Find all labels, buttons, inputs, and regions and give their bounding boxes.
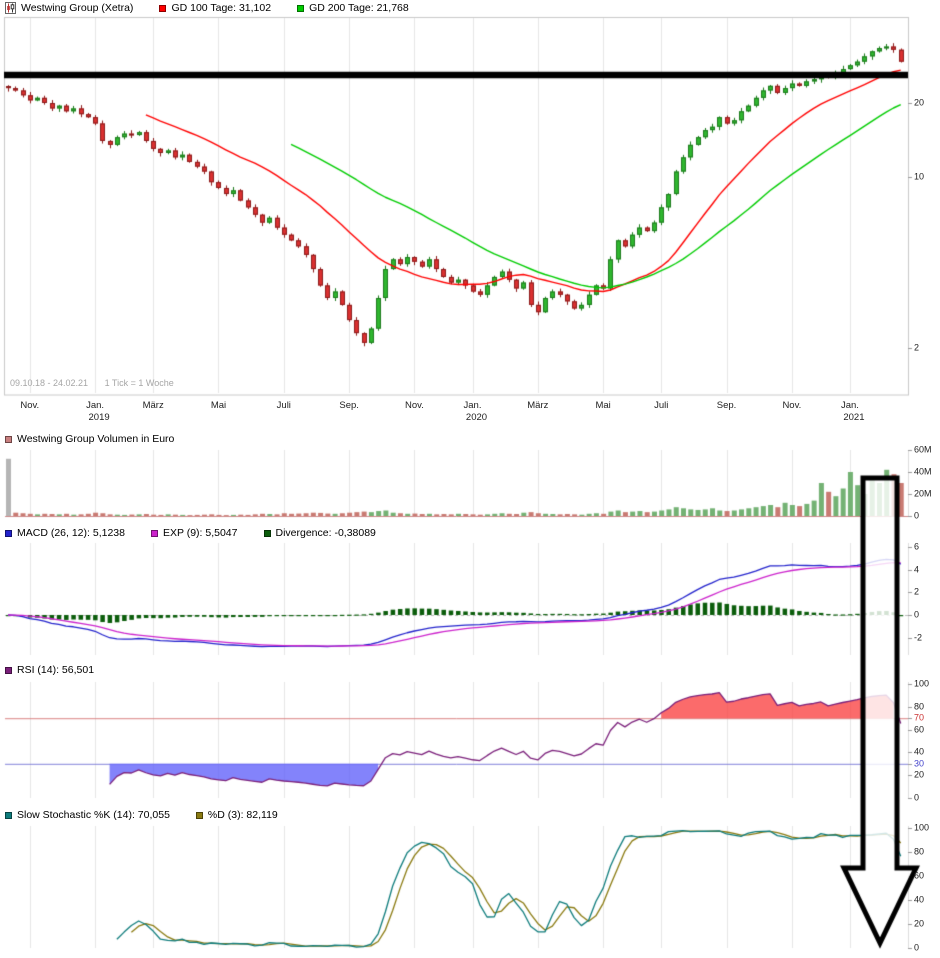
legend-item-gd200: GD 200 Tage: 21,768 (297, 2, 409, 14)
y-tick-label: 60M (914, 444, 932, 455)
macd-label: MACD (26, 12): 5,1238 (17, 527, 125, 539)
y-tick-label: 2 (914, 342, 920, 353)
volume-swatch (5, 435, 12, 443)
legend-item-stoch-d: %D (3): 82,119 (195, 809, 278, 821)
stoch-d-label: %D (3): 82,119 (207, 809, 278, 821)
rsi-label: RSI (14): 56,501 (17, 664, 95, 676)
divergence-swatch (263, 529, 271, 537)
x-tick-label: Juli (654, 400, 669, 411)
volume-label: Westwing Group Volumen in Euro (17, 433, 175, 445)
y-tick-label: 60 (914, 870, 925, 881)
gd200-swatch (297, 4, 305, 12)
gd100-label: GD 100 Tage: 31,102 (171, 2, 272, 14)
exp-swatch (150, 529, 158, 537)
y-tick-label: 30 (914, 758, 925, 769)
legend-item-volume: Westwing Group Volumen in Euro (5, 433, 174, 445)
date-range: 09.10.18 - 24.02.21 (10, 378, 89, 388)
y-tick-label: 10 (914, 171, 925, 182)
rsi-swatch (5, 666, 12, 674)
y-tick-label: 0 (914, 609, 920, 620)
legend-item-gd100: GD 100 Tage: 31,102 (159, 2, 271, 14)
y-tick-label: 40 (914, 894, 925, 905)
rsi-legend: RSI (14): 56,501 (5, 664, 120, 676)
y-tick-label: 0 (914, 942, 920, 953)
tick-note: 1 Tick = 1 Woche (104, 378, 174, 388)
legend-item-stoch-k: Slow Stochastic %K (14): 70,055 (5, 809, 170, 821)
x-tick-label: Mai (210, 400, 227, 411)
x-tick-label: Jan. (463, 400, 482, 411)
x-tick-label: Nov. (20, 400, 40, 411)
divergence-label: Divergence: -0,38089 (275, 527, 376, 539)
y-tick-label: -2 (914, 632, 923, 643)
y-tick-label: 80 (914, 701, 925, 712)
gd100-swatch (159, 4, 167, 12)
y-tick-label: 80 (914, 846, 925, 857)
x-year-label: 2020 (465, 412, 488, 423)
legend-item-divergence: Divergence: -0,38089 (263, 527, 376, 539)
stoch-k-swatch (5, 811, 12, 819)
x-tick-label: Juli (276, 400, 291, 411)
x-tick-label: Mai (595, 400, 611, 411)
y-tick-label: 70 (914, 712, 925, 723)
x-tick-label: Sep. (339, 400, 359, 411)
x-year-label: 2019 (88, 412, 110, 423)
y-tick-label: 100 (914, 822, 930, 833)
volume-legend: Westwing Group Volumen in Euro (5, 433, 200, 445)
x-tick-label: März (527, 400, 549, 411)
y-tick-label: 60 (914, 724, 925, 735)
x-tick-label: Sep. (716, 400, 737, 411)
y-tick-label: 20 (914, 97, 925, 108)
macd-swatch (5, 529, 12, 537)
x-tick-label: Jan. (840, 400, 859, 411)
y-tick-label: 20M (914, 488, 932, 499)
legend-item-exp: EXP (9): 5,5047 (150, 527, 238, 539)
y-tick-label: 20 (914, 769, 925, 780)
x-tick-label: Jan. (86, 400, 105, 411)
y-tick-label: 4 (914, 564, 920, 574)
y-tick-label: 20 (914, 918, 925, 929)
x-tick-label: März (142, 400, 164, 411)
stoch-d-swatch (195, 811, 203, 819)
legend-item-instrument: Westwing Group (Xetra) (5, 2, 133, 14)
y-tick-label: 0 (914, 510, 920, 521)
y-tick-label: 40 (914, 746, 925, 757)
x-tick-label: Nov. (782, 400, 802, 411)
macd-legend: MACD (26, 12): 5,1238 EXP (9): 5,5047 Di… (5, 527, 402, 539)
legend-item-rsi: RSI (14): 56,501 (5, 664, 94, 676)
date-range-note: 09.10.18 - 24.02.21 1 Tick = 1 Woche (10, 378, 174, 388)
y-tick-label: 0 (914, 792, 920, 803)
x-tick-label: Nov. (405, 400, 424, 411)
x-year-label: 2021 (843, 412, 865, 423)
y-tick-label: 6 (914, 541, 920, 552)
legend-item-macd: MACD (26, 12): 5,1238 (5, 527, 125, 539)
instrument-name: Westwing Group (Xetra) (21, 2, 134, 14)
y-tick-label: 40M (914, 466, 932, 477)
stoch-k-label: Slow Stochastic %K (14): 70,055 (17, 809, 170, 821)
y-tick-label: 100 (914, 678, 930, 689)
gd200-label: GD 200 Tage: 21,768 (309, 2, 409, 14)
main-chart-legend: Westwing Group (Xetra) GD 100 Tage: 31,1… (5, 2, 435, 14)
stochastic-legend: Slow Stochastic %K (14): 70,055 %D (3): … (5, 809, 304, 821)
exp-label: EXP (9): 5,5047 (162, 527, 238, 539)
y-tick-label: 2 (914, 586, 920, 597)
candlestick-icon (5, 2, 16, 14)
